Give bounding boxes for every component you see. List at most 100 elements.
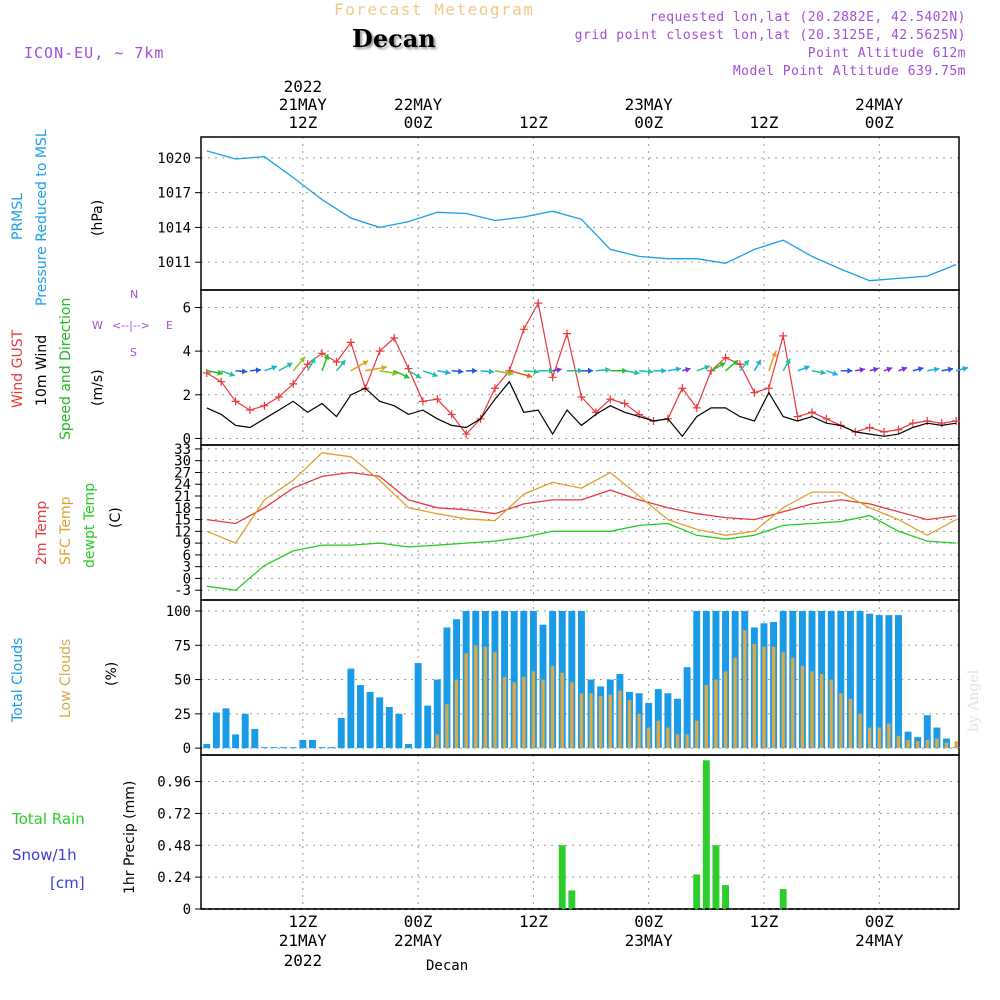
low-cloud-bar	[579, 693, 584, 749]
low-cloud-bar	[906, 739, 910, 749]
total-cloud-bar	[933, 727, 941, 749]
low-cloud-bar	[637, 713, 641, 749]
total-cloud-bar	[664, 693, 672, 749]
wind-arrow-head	[661, 367, 667, 374]
low-cloud-bar	[704, 685, 709, 749]
gust-marker	[245, 406, 254, 415]
bottom-date-label: 23MAY	[625, 931, 674, 950]
compass-n: N	[130, 288, 139, 301]
panel-frame	[200, 754, 960, 910]
wind-arrow-head	[415, 372, 422, 379]
wind-arrow-head	[685, 366, 691, 373]
wind-arrow-head	[755, 359, 761, 366]
wind-arrow-head	[901, 366, 908, 373]
wind-arrow-head	[488, 368, 494, 375]
y-tick-label: 100	[166, 604, 191, 620]
low-cloud-bar	[800, 665, 805, 749]
wind-arrow-head	[392, 370, 398, 377]
gust-marker	[202, 368, 211, 377]
total-cloud-bar	[577, 610, 585, 749]
low-cloud-bar	[502, 676, 507, 749]
total-cloud-bar	[251, 728, 259, 749]
gust-marker	[764, 384, 773, 393]
requested-coords: requested lon,lat (20.2882E, 42.5402N)	[649, 10, 966, 25]
total-cloud-bar	[875, 615, 883, 749]
bottom-hour-label: 00Z	[404, 912, 433, 931]
total-cloud-bar	[895, 615, 902, 749]
low-cloud-bar	[915, 741, 920, 749]
top-hour-label: 00Z	[404, 113, 433, 132]
bottom-hour-label: 12Z	[288, 912, 317, 931]
y-tick-label: 18	[174, 501, 191, 517]
wind-arrow-head	[458, 368, 464, 375]
gust-marker	[678, 384, 687, 393]
low-cloud-bar	[694, 720, 699, 749]
y-tick-label: -3	[174, 583, 191, 599]
y-tick-label: 15	[174, 513, 191, 529]
footer-location: Decan	[426, 958, 469, 974]
low-cloud-bar	[512, 682, 516, 749]
bottom-hour-label: 00Z	[865, 912, 894, 931]
total-cloud-bar	[414, 663, 422, 749]
gust-marker	[750, 388, 759, 397]
low-cloud-bar	[646, 727, 651, 749]
wind-arrow-head	[947, 366, 954, 373]
snow-label: Snow/1h	[12, 846, 77, 864]
low-cloud-bar	[666, 727, 670, 749]
wind-arrow-head	[719, 362, 726, 368]
gust-marker	[519, 325, 528, 334]
gust-marker	[735, 360, 744, 369]
meteogram-supertitle: Forecast Meteogram	[334, 0, 535, 19]
gust-marker	[375, 347, 384, 356]
sfc-temp-line	[206, 452, 957, 544]
top-hour-label: 00Z	[634, 113, 663, 132]
top-year-label: 2022	[284, 77, 323, 96]
wind-arrow-head	[803, 365, 810, 371]
wind-arrow-head	[339, 360, 346, 366]
low-cloud-bar	[771, 646, 776, 749]
top-hour-label: 12Z	[519, 113, 548, 132]
y-tick-label: 6	[183, 300, 191, 316]
rain-bar	[779, 889, 787, 909]
gust-marker	[692, 403, 701, 412]
y-tick-label: 50	[174, 673, 191, 689]
wind-arrow-head	[962, 366, 968, 372]
low-cloud-bar	[877, 727, 881, 749]
wind-arrow-head	[832, 370, 838, 377]
y-tick-label: 6	[183, 548, 191, 564]
rain-bar	[558, 845, 566, 909]
gust-marker	[433, 395, 442, 404]
low-cloud-bar	[656, 720, 661, 749]
total-cloud-bar	[212, 712, 220, 749]
low-cloud-bar	[474, 645, 478, 749]
low-cloud-bar	[493, 652, 497, 749]
gust-marker	[462, 430, 471, 439]
total-cloud-bar	[424, 705, 432, 749]
total-cloud-bar	[289, 747, 297, 749]
bottom-hour-label: 12Z	[519, 912, 548, 931]
bottom-hour-label: 00Z	[634, 912, 663, 931]
bottom-hour-label: 12Z	[750, 912, 779, 931]
total-cloud-bar	[395, 713, 403, 749]
wind-arrow-head	[508, 370, 514, 377]
wind-arrow-head	[362, 360, 369, 366]
rain-bar	[702, 760, 710, 909]
bottom-date-label: 21MAY	[279, 931, 328, 950]
total-cloud-bar	[645, 702, 653, 749]
gust-marker	[346, 338, 355, 347]
gust-marker	[289, 379, 298, 388]
snow-unit: [cm]	[50, 874, 85, 892]
rain-bar	[693, 874, 701, 909]
wind-arrow-head	[605, 366, 611, 373]
total-cloud-bar	[683, 667, 691, 749]
low-cloud-bar	[598, 696, 603, 749]
total-cloud-bar	[299, 739, 307, 749]
wind-arrow-head	[634, 369, 640, 376]
top-hour-label: 12Z	[288, 113, 317, 132]
gust-marker	[217, 377, 226, 386]
gust-marker	[303, 360, 312, 369]
y-tick-label: 2	[183, 388, 191, 404]
y-tick-label: 12	[174, 524, 191, 540]
y-tick-label: 1017	[157, 186, 191, 202]
